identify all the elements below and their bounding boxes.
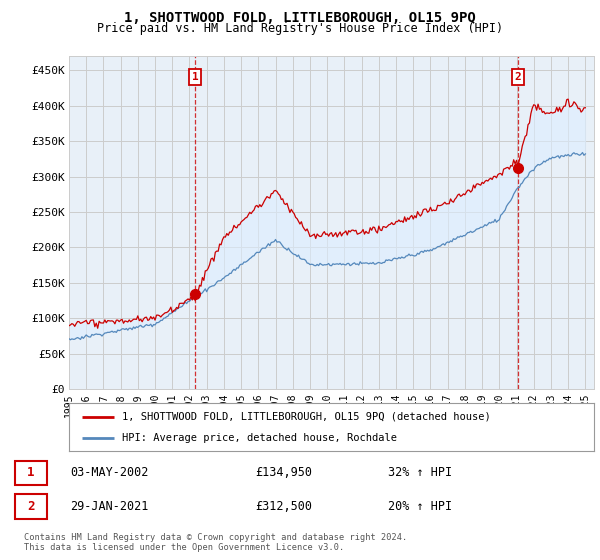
Text: Contains HM Land Registry data © Crown copyright and database right 2024.: Contains HM Land Registry data © Crown c… [24,533,407,542]
Text: 1, SHOTTWOOD FOLD, LITTLEBOROUGH, OL15 9PQ (detached house): 1, SHOTTWOOD FOLD, LITTLEBOROUGH, OL15 9… [121,412,490,422]
Text: 1, SHOTTWOOD FOLD, LITTLEBOROUGH, OL15 9PQ: 1, SHOTTWOOD FOLD, LITTLEBOROUGH, OL15 9… [124,11,476,25]
Text: 1: 1 [27,466,35,479]
Text: £312,500: £312,500 [255,500,312,513]
Text: Price paid vs. HM Land Registry's House Price Index (HPI): Price paid vs. HM Land Registry's House … [97,22,503,35]
Text: HPI: Average price, detached house, Rochdale: HPI: Average price, detached house, Roch… [121,433,397,443]
Text: 29-JAN-2021: 29-JAN-2021 [70,500,148,513]
Bar [15,494,47,519]
Text: 20% ↑ HPI: 20% ↑ HPI [388,500,452,513]
Text: 32% ↑ HPI: 32% ↑ HPI [388,466,452,479]
Text: This data is licensed under the Open Government Licence v3.0.: This data is licensed under the Open Gov… [24,543,344,552]
Bar [15,460,47,485]
Text: 1: 1 [192,72,199,82]
Text: £134,950: £134,950 [255,466,312,479]
Text: 2: 2 [27,500,35,513]
Text: 2: 2 [515,72,521,82]
Text: 03-MAY-2002: 03-MAY-2002 [70,466,148,479]
